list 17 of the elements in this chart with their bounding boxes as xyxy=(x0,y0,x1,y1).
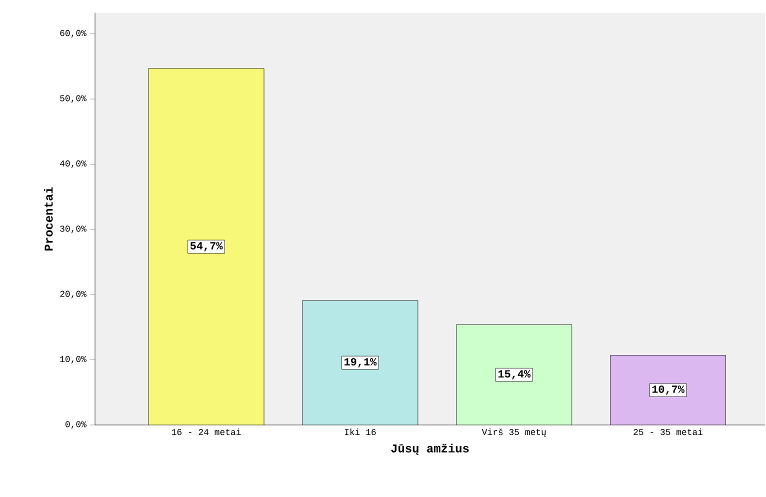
data-label: 19,1% xyxy=(344,358,377,368)
y-tick-label: 20,0% xyxy=(60,290,86,298)
y-tick-label: 10,0% xyxy=(60,356,86,364)
data-label: 10,7% xyxy=(652,385,684,395)
y-tick-label: 60,0% xyxy=(60,30,86,38)
x-tick-label: 16 - 24 metai xyxy=(172,428,241,436)
y-tick-label: 50,0% xyxy=(60,95,86,103)
y-tick-label: 30,0% xyxy=(60,226,86,234)
data-label: 15,4% xyxy=(498,370,531,380)
y-tick-label: 0,0% xyxy=(66,421,86,429)
data-label: 54,7% xyxy=(190,242,223,252)
x-tick-label: Virš 35 metų xyxy=(482,428,546,437)
x-axis-title: Jūsų amžius xyxy=(391,444,469,455)
x-tick-label: 25 - 35 metai xyxy=(634,428,703,436)
y-tick-label: 40,0% xyxy=(60,160,86,168)
x-tick-label: Iki 16 xyxy=(344,428,376,436)
y-axis-title: Procentai xyxy=(44,187,53,250)
